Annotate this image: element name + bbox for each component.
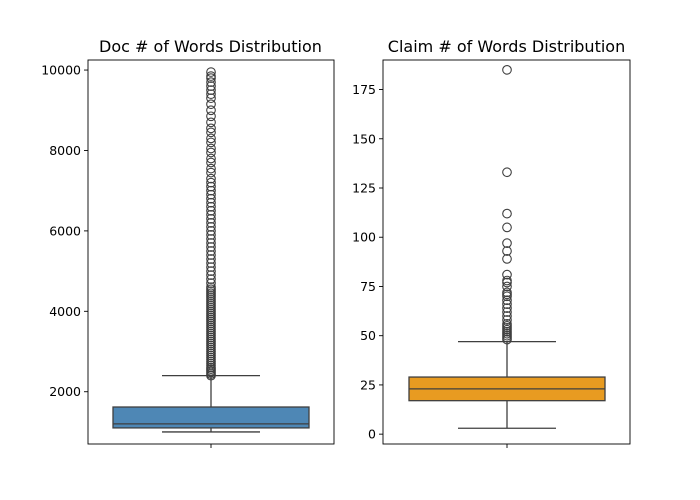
outlier-point <box>206 93 216 104</box>
plot-area <box>112 67 310 433</box>
outlier-point <box>206 177 216 188</box>
outlier-point <box>206 213 216 224</box>
outlier-point <box>502 246 512 256</box>
y-tick-label: 8000 <box>49 143 81 158</box>
outlier-point <box>206 99 216 110</box>
outlier-point <box>206 234 216 244</box>
outlier-point <box>206 173 216 184</box>
y-tick-label: 125 <box>352 181 376 196</box>
outlier-point <box>502 303 512 313</box>
y-tick-label: 75 <box>360 279 376 294</box>
outlier-point <box>206 111 216 122</box>
outlier-point <box>206 274 216 284</box>
outlier-point <box>206 230 216 240</box>
chart-title: Claim # of Words Distribution <box>388 37 625 56</box>
outlier-point <box>206 205 216 216</box>
outlier-point <box>206 193 216 204</box>
outlier-point <box>502 238 512 248</box>
outlier-point <box>206 197 216 208</box>
outlier-point <box>206 254 216 264</box>
outlier-point <box>206 117 216 128</box>
outlier-point <box>206 133 216 144</box>
outlier-point <box>206 278 216 289</box>
plot-area <box>408 64 606 429</box>
outlier-point <box>502 64 512 75</box>
outlier-point <box>206 201 216 212</box>
y-tick-label: 150 <box>352 131 376 146</box>
outlier-point <box>206 250 216 260</box>
outlier-point <box>206 71 216 81</box>
outlier-point <box>206 67 216 77</box>
outlier-point <box>206 143 216 154</box>
y-tick-label: 50 <box>360 328 376 343</box>
outlier-point <box>502 254 512 264</box>
y-axis-ticks: 0 25 50 75 100 125 150 175 <box>352 82 383 442</box>
outlier-point <box>502 208 512 219</box>
y-axis-ticks: 2000 4000 6000 8000 10000 <box>41 63 88 399</box>
y-tick-label: 100 <box>352 230 376 245</box>
outlier-point <box>206 185 216 196</box>
outlier-point <box>206 282 216 293</box>
outlier-point <box>502 311 512 321</box>
y-tick-label: 6000 <box>49 223 81 238</box>
outlier-point <box>206 266 216 276</box>
chart-title: Doc # of Words Distribution <box>99 37 322 56</box>
outlier-point <box>206 270 216 280</box>
axes-frame <box>382 59 631 445</box>
outlier-point <box>206 137 216 148</box>
outlier-point <box>502 281 512 292</box>
doc-words-boxplot: Doc # of Words Distribution 2000 4000 6000… <box>41 37 335 448</box>
y-tick-label: 175 <box>352 82 376 97</box>
outlier-point <box>502 275 512 286</box>
outlier-point <box>206 238 216 248</box>
y-tick-label: 2000 <box>49 384 81 399</box>
outlier-point <box>206 123 216 134</box>
claim-words-boxplot: Claim # of Words Distribution 0 25 50 75 100… <box>352 37 631 448</box>
y-tick-label: 10000 <box>41 63 81 78</box>
outlier-point <box>206 226 216 236</box>
iqr-box <box>112 406 310 429</box>
outlier-point <box>502 287 512 298</box>
outlier-point <box>206 222 216 232</box>
outlier-point <box>206 89 216 100</box>
outlier-point <box>206 77 216 87</box>
outlier-point <box>502 307 512 317</box>
y-tick-label: 25 <box>360 377 376 392</box>
outlier-point <box>502 319 512 329</box>
outlier-point <box>206 217 216 228</box>
outlier-point <box>206 209 216 220</box>
outlier-point <box>206 157 216 168</box>
outlier-point <box>206 167 216 178</box>
outlier-point <box>206 181 216 192</box>
outlier-point <box>502 222 512 233</box>
outlier-point <box>206 85 216 96</box>
outlier-point <box>206 262 216 272</box>
outlier-point <box>206 258 216 268</box>
outlier-point <box>206 127 216 138</box>
outlier-point <box>206 242 216 252</box>
outlier-point <box>502 315 512 325</box>
outlier-point <box>206 163 216 174</box>
outlier-point <box>206 246 216 256</box>
outlier-point <box>206 147 216 158</box>
outlier-point <box>502 167 512 178</box>
outlier-point <box>206 81 216 91</box>
outlier-point <box>206 189 216 200</box>
outlier-point <box>502 299 512 310</box>
y-tick-label: 4000 <box>49 304 81 319</box>
y-tick-label: 0 <box>368 427 376 442</box>
outlier-point <box>502 295 512 306</box>
outlier-point <box>502 269 512 280</box>
outlier-point <box>206 153 216 164</box>
outlier-point <box>206 105 216 116</box>
